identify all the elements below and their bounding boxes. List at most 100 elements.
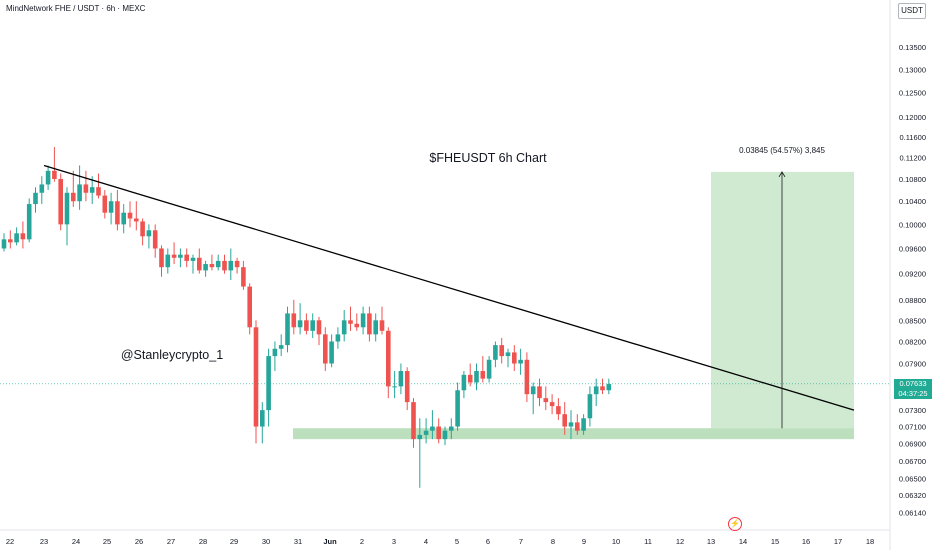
- candle-body: [89, 187, 95, 193]
- candle-body: [379, 320, 385, 331]
- candle-body: [77, 184, 82, 202]
- candle-body: [335, 334, 341, 342]
- price-tick-label: 0.09200: [899, 270, 926, 279]
- time-tick-label: 17: [834, 537, 842, 546]
- price-tick-label: 0.10400: [899, 197, 926, 206]
- candle-body: [278, 345, 284, 349]
- time-tick-label: 22: [6, 537, 14, 546]
- time-tick-label: 15: [771, 537, 779, 546]
- candle-body: [518, 359, 523, 364]
- candle-body: [52, 170, 57, 179]
- candle-body: [562, 414, 567, 427]
- candle-body: [556, 406, 561, 415]
- candle-body: [417, 434, 423, 440]
- time-tick-label: 13: [707, 537, 715, 546]
- candle-body: [291, 313, 297, 328]
- candle-body: [127, 212, 133, 219]
- price-tick-label: 0.10000: [899, 220, 926, 229]
- candle-body: [253, 327, 259, 427]
- candle-body: [474, 371, 479, 383]
- price-tick-label: 0.08800: [899, 296, 926, 305]
- candle-body: [134, 218, 139, 222]
- price-tick-label: 0.06140: [899, 508, 926, 517]
- candle-body: [537, 386, 542, 399]
- candle-body: [430, 426, 435, 431]
- candle-body: [600, 386, 605, 391]
- candle-body: [323, 334, 328, 364]
- price-tick-label: 0.12000: [899, 113, 926, 122]
- candle-body: [33, 192, 38, 205]
- candle-body: [203, 264, 208, 271]
- price-tick-label: 0.07300: [899, 406, 926, 415]
- candle-body: [354, 323, 360, 328]
- candle-body: [285, 313, 290, 346]
- price-tick-label: 0.10800: [899, 175, 926, 184]
- candle-body: [71, 192, 76, 202]
- price-tick-label: 0.06700: [899, 457, 926, 466]
- candle-body: [178, 254, 183, 258]
- candle-body: [467, 374, 473, 383]
- price-tick-label: 0.06900: [899, 439, 926, 448]
- time-tick-label: Jun: [323, 537, 337, 546]
- candle-body: [461, 374, 467, 391]
- time-tick-label: 29: [230, 537, 238, 546]
- candle-body: [442, 430, 448, 440]
- candle-body: [587, 394, 593, 419]
- chart-title-annotation: $FHEUSDT 6h Chart: [429, 151, 547, 165]
- time-tick-label: 30: [262, 537, 270, 546]
- price-tick-label: 0.06500: [899, 475, 926, 484]
- time-tick-label: 18: [866, 537, 874, 546]
- descending-trendline: [43, 164, 855, 411]
- time-tick-label: 24: [72, 537, 80, 546]
- candle-body: [568, 422, 574, 427]
- candle-body: [108, 201, 114, 213]
- candle-body: [360, 313, 366, 328]
- candle-body: [222, 260, 227, 271]
- candle-body: [297, 320, 303, 328]
- candles-layer: [1, 147, 612, 488]
- candle-body: [480, 371, 486, 379]
- candle-body: [45, 170, 51, 185]
- time-tick-label: 14: [739, 537, 747, 546]
- candle-body: [524, 359, 530, 395]
- candle-body: [64, 192, 70, 225]
- time-tick-label: 11: [644, 537, 652, 546]
- candle-body: [367, 313, 372, 335]
- time-tick-label: 27: [167, 537, 175, 546]
- time-tick-label: 9: [582, 537, 586, 546]
- candle-body: [58, 178, 63, 225]
- candle-body: [209, 264, 215, 268]
- candle-body: [272, 348, 278, 357]
- candle-body: [575, 422, 580, 431]
- symbol-header: MindNetwork FHE / USDT · 6h · MEXC: [6, 4, 146, 13]
- flash-icon[interactable]: ⚡: [728, 517, 742, 531]
- time-tick-label: 7: [519, 537, 523, 546]
- currency-button[interactable]: USDT: [898, 3, 926, 19]
- time-tick-label: 5: [455, 537, 459, 546]
- candle-body: [499, 345, 504, 357]
- candle-body: [581, 418, 586, 431]
- candle-body: [549, 402, 555, 407]
- candle-body: [310, 320, 315, 331]
- candle-body: [96, 187, 101, 196]
- time-tick-label: 10: [612, 537, 620, 546]
- candle-body: [455, 390, 460, 427]
- time-tick-label: 26: [135, 537, 143, 546]
- candle-body: [373, 320, 378, 335]
- candle-body: [140, 221, 145, 237]
- candle-body: [449, 426, 454, 431]
- candle-body: [241, 267, 246, 287]
- candle-body: [423, 430, 429, 435]
- candle-body: [505, 352, 511, 357]
- time-tick-label: 28: [199, 537, 207, 546]
- candle-body: [341, 320, 347, 335]
- candle-body: [606, 384, 612, 391]
- candle-body: [411, 402, 416, 440]
- candle-body: [146, 230, 152, 237]
- candle-body: [215, 260, 221, 268]
- projection-label: 0.03845 (54.57%) 3,845: [739, 146, 825, 155]
- bar-countdown: 04:37:25: [898, 389, 928, 398]
- time-tick-label: 16: [802, 537, 810, 546]
- price-tick-label: 0.08500: [899, 316, 926, 325]
